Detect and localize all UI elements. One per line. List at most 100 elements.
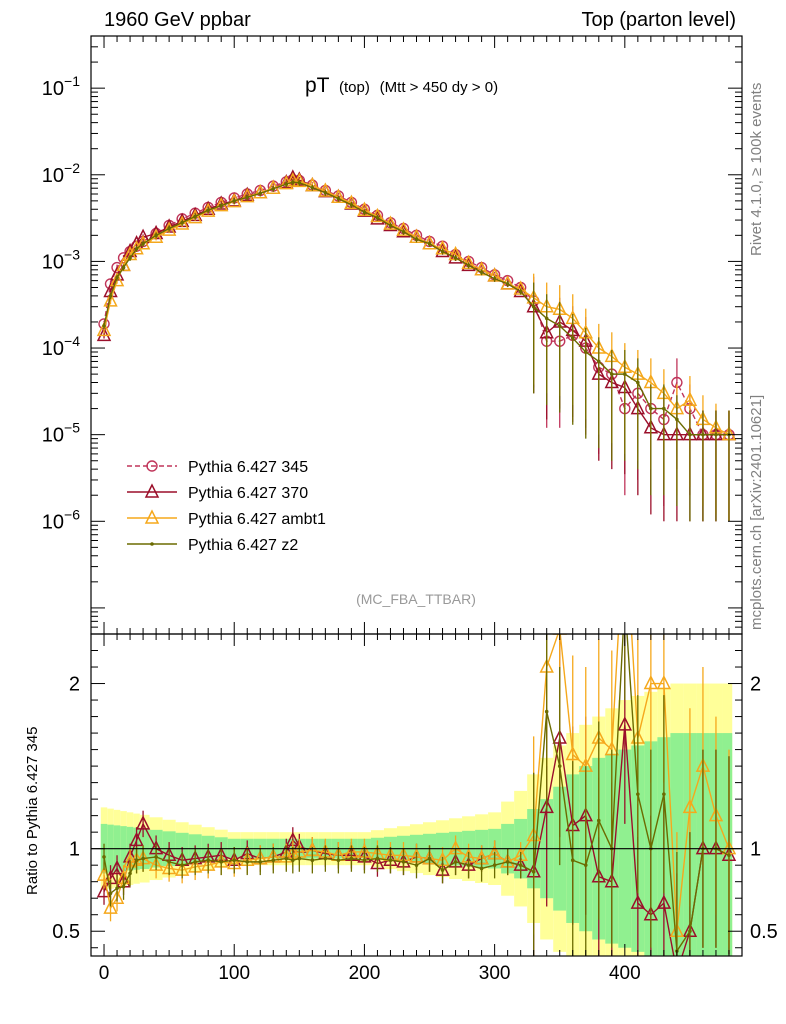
data-point — [245, 195, 250, 200]
data-point — [531, 304, 536, 309]
data-point — [200, 202, 216, 217]
ratio-point — [544, 709, 549, 714]
ratio-point — [109, 889, 125, 904]
data-point — [128, 256, 132, 260]
ratio-point — [617, 716, 633, 731]
ratio-point — [297, 856, 302, 861]
data-point — [271, 186, 276, 191]
data-point — [180, 220, 184, 225]
legend-label-p370: Pythia 6.427 370 — [188, 485, 308, 502]
ratio-point — [206, 858, 210, 863]
data-point — [108, 294, 113, 298]
data-point — [310, 185, 315, 190]
ratio-point — [134, 858, 139, 863]
legend-marker-ambt1 — [144, 509, 160, 524]
ratio-point — [232, 858, 237, 863]
ratio-point — [727, 853, 731, 858]
y-tick-label: 10−4 — [42, 333, 80, 360]
main-plot-series — [96, 169, 737, 522]
legend-marker-p345 — [146, 460, 158, 472]
data-point — [518, 289, 523, 294]
ratio-y-tick-label: 0.5 — [52, 921, 80, 943]
ratio-point — [427, 856, 432, 861]
ratio-point — [453, 860, 458, 864]
legend-label-z2: Pythia 6.427 z2 — [188, 537, 298, 554]
y-tick-label: 10−6 — [42, 506, 80, 533]
ratio-point — [570, 858, 575, 863]
x-tick-label: 400 — [609, 963, 641, 984]
ratio-point — [271, 858, 276, 863]
ratio-point — [336, 858, 341, 863]
ratio-point — [310, 858, 315, 863]
ratio-point — [180, 863, 184, 867]
data-point — [623, 372, 627, 376]
data-point — [682, 391, 698, 406]
data-point — [414, 237, 419, 242]
ratio-point — [129, 831, 144, 847]
data-point — [610, 372, 614, 376]
ratio-point — [630, 894, 646, 909]
data-point — [544, 316, 549, 321]
ratio-point — [466, 863, 471, 867]
data-point — [714, 432, 718, 437]
data-point — [291, 180, 295, 185]
y-tick-label: 10−3 — [42, 246, 80, 273]
ratio-point — [258, 860, 263, 864]
data-point — [161, 221, 177, 236]
ratio-y-axis-label: Ratio to Pythia 6.427 345 — [24, 726, 41, 895]
ratio-point — [656, 894, 672, 909]
ratio-point — [115, 886, 119, 891]
data-point — [375, 215, 380, 220]
data-point — [115, 275, 119, 280]
data-point — [453, 256, 458, 260]
data-point — [440, 249, 445, 254]
data-point — [102, 324, 106, 328]
ratio-point — [245, 860, 250, 864]
ratio-point — [505, 860, 510, 864]
analysis-tag: (MC_FBA_TTBAR) — [356, 591, 476, 607]
x-tick-label: 0 — [99, 963, 110, 984]
data-point — [362, 210, 367, 214]
data-point — [479, 270, 484, 275]
ratio-point — [102, 855, 106, 859]
ratio-point — [167, 860, 171, 864]
axes: 0 100 200 300 400 10−1 10−2 10−3 10−4 10−5 10−6 0.5… — [42, 35, 778, 984]
data-point — [649, 406, 653, 411]
data-point — [636, 380, 640, 385]
legend-marker-p370 — [144, 483, 160, 498]
data-point — [135, 235, 151, 250]
data-point — [134, 246, 139, 251]
data-point — [148, 228, 164, 244]
data-point — [336, 196, 341, 201]
data-point — [466, 263, 471, 268]
data-point — [427, 241, 432, 246]
ratio-y-tick-label: 2 — [69, 674, 80, 696]
ratio-point — [148, 856, 164, 871]
data-point — [388, 223, 393, 228]
ratio-point — [636, 792, 640, 796]
ratio-point — [141, 856, 145, 861]
ratio-point — [623, 599, 627, 603]
ratio-y-tick-label-right: 1 — [750, 839, 761, 861]
ratio-point — [619, 511, 631, 523]
data-point — [129, 240, 144, 255]
data-point — [154, 233, 158, 238]
mcplots-label: mcplots.cern.ch [arXiv:2401.10621] — [748, 394, 765, 630]
data-point — [323, 190, 328, 195]
header-right: Top (parton level) — [581, 9, 736, 31]
data-point — [258, 191, 263, 196]
data-point — [284, 182, 289, 186]
data-point — [344, 194, 359, 209]
ratio-point — [539, 798, 554, 814]
ratio-point — [121, 884, 126, 889]
data-point — [570, 336, 575, 340]
data-point — [701, 432, 705, 437]
data-point — [96, 326, 112, 342]
ratio-point — [362, 858, 367, 863]
y-tick-label: 10−5 — [42, 420, 80, 447]
plot-title: pT (top) (Mtt > 450 dy > 0) — [305, 74, 498, 97]
ratio-point — [375, 856, 380, 861]
data-point — [240, 187, 255, 203]
ratio-point — [135, 815, 151, 830]
data-point — [662, 406, 666, 411]
